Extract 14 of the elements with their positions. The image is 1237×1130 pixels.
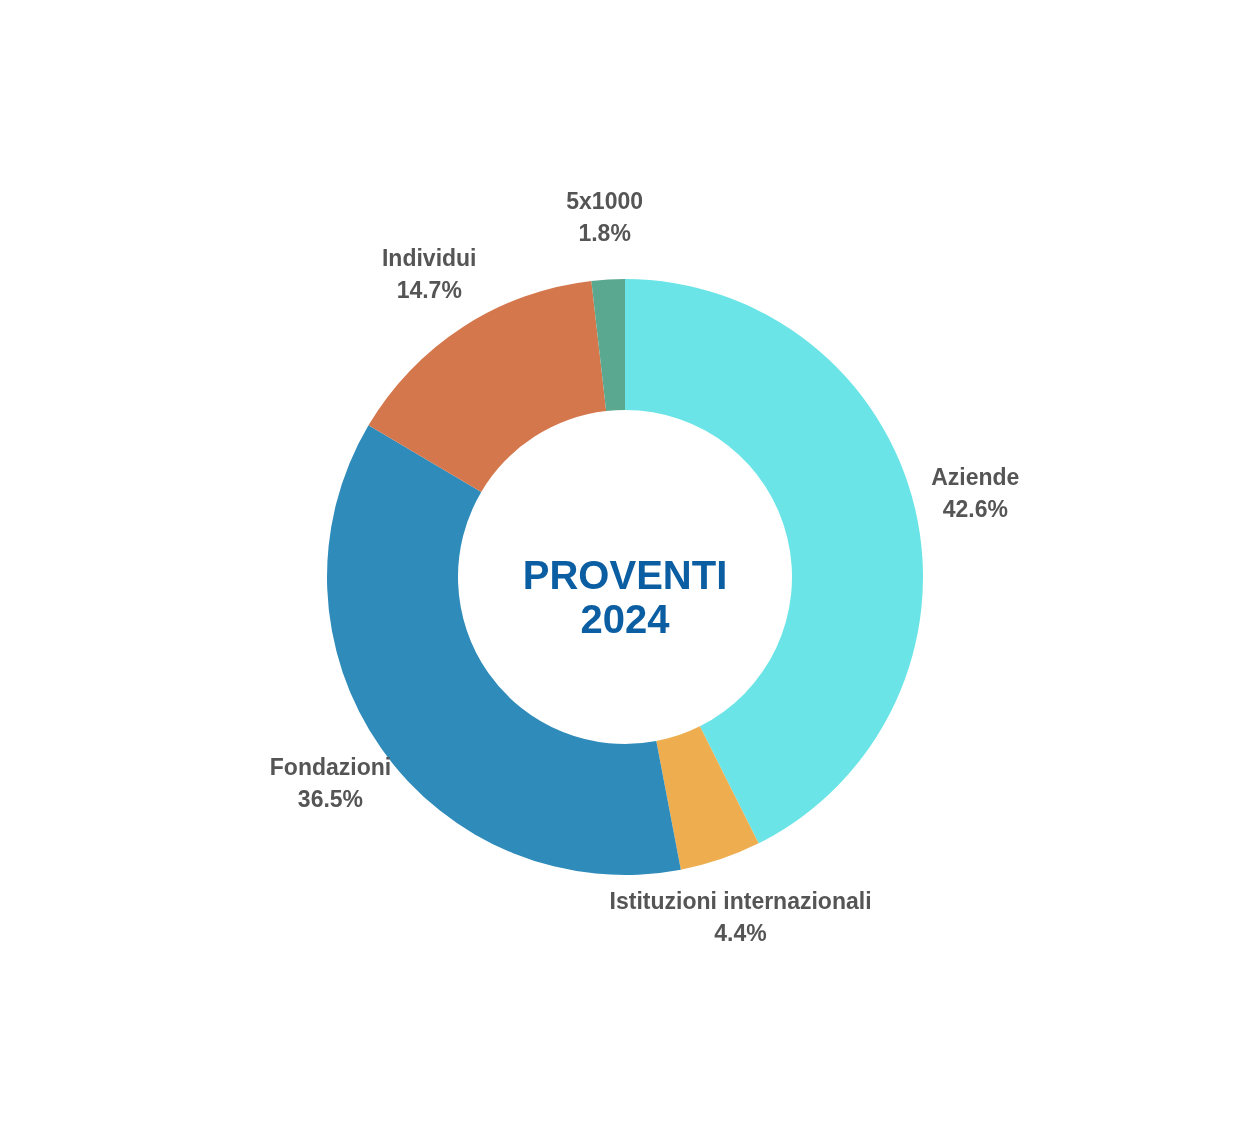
slice-label: Fondazioni xyxy=(269,754,392,780)
donut-slice xyxy=(591,279,625,412)
data-label: 14.7% xyxy=(396,276,462,303)
data-label: 42.6% xyxy=(942,496,1008,523)
data-label: 1.8% xyxy=(578,219,631,246)
slice-label: 5x1000 xyxy=(566,187,644,214)
donut-slice xyxy=(368,280,607,492)
data-label: 4.4% xyxy=(714,919,767,946)
donut-slice xyxy=(656,726,759,870)
slice-label: Individui xyxy=(381,244,477,271)
slice-label: Istituzioni internazionali xyxy=(609,887,872,914)
data-label: 36.5% xyxy=(297,786,364,812)
slice-label: Aziende xyxy=(931,464,1020,491)
text: PROVENTI 2024 xyxy=(522,553,728,641)
